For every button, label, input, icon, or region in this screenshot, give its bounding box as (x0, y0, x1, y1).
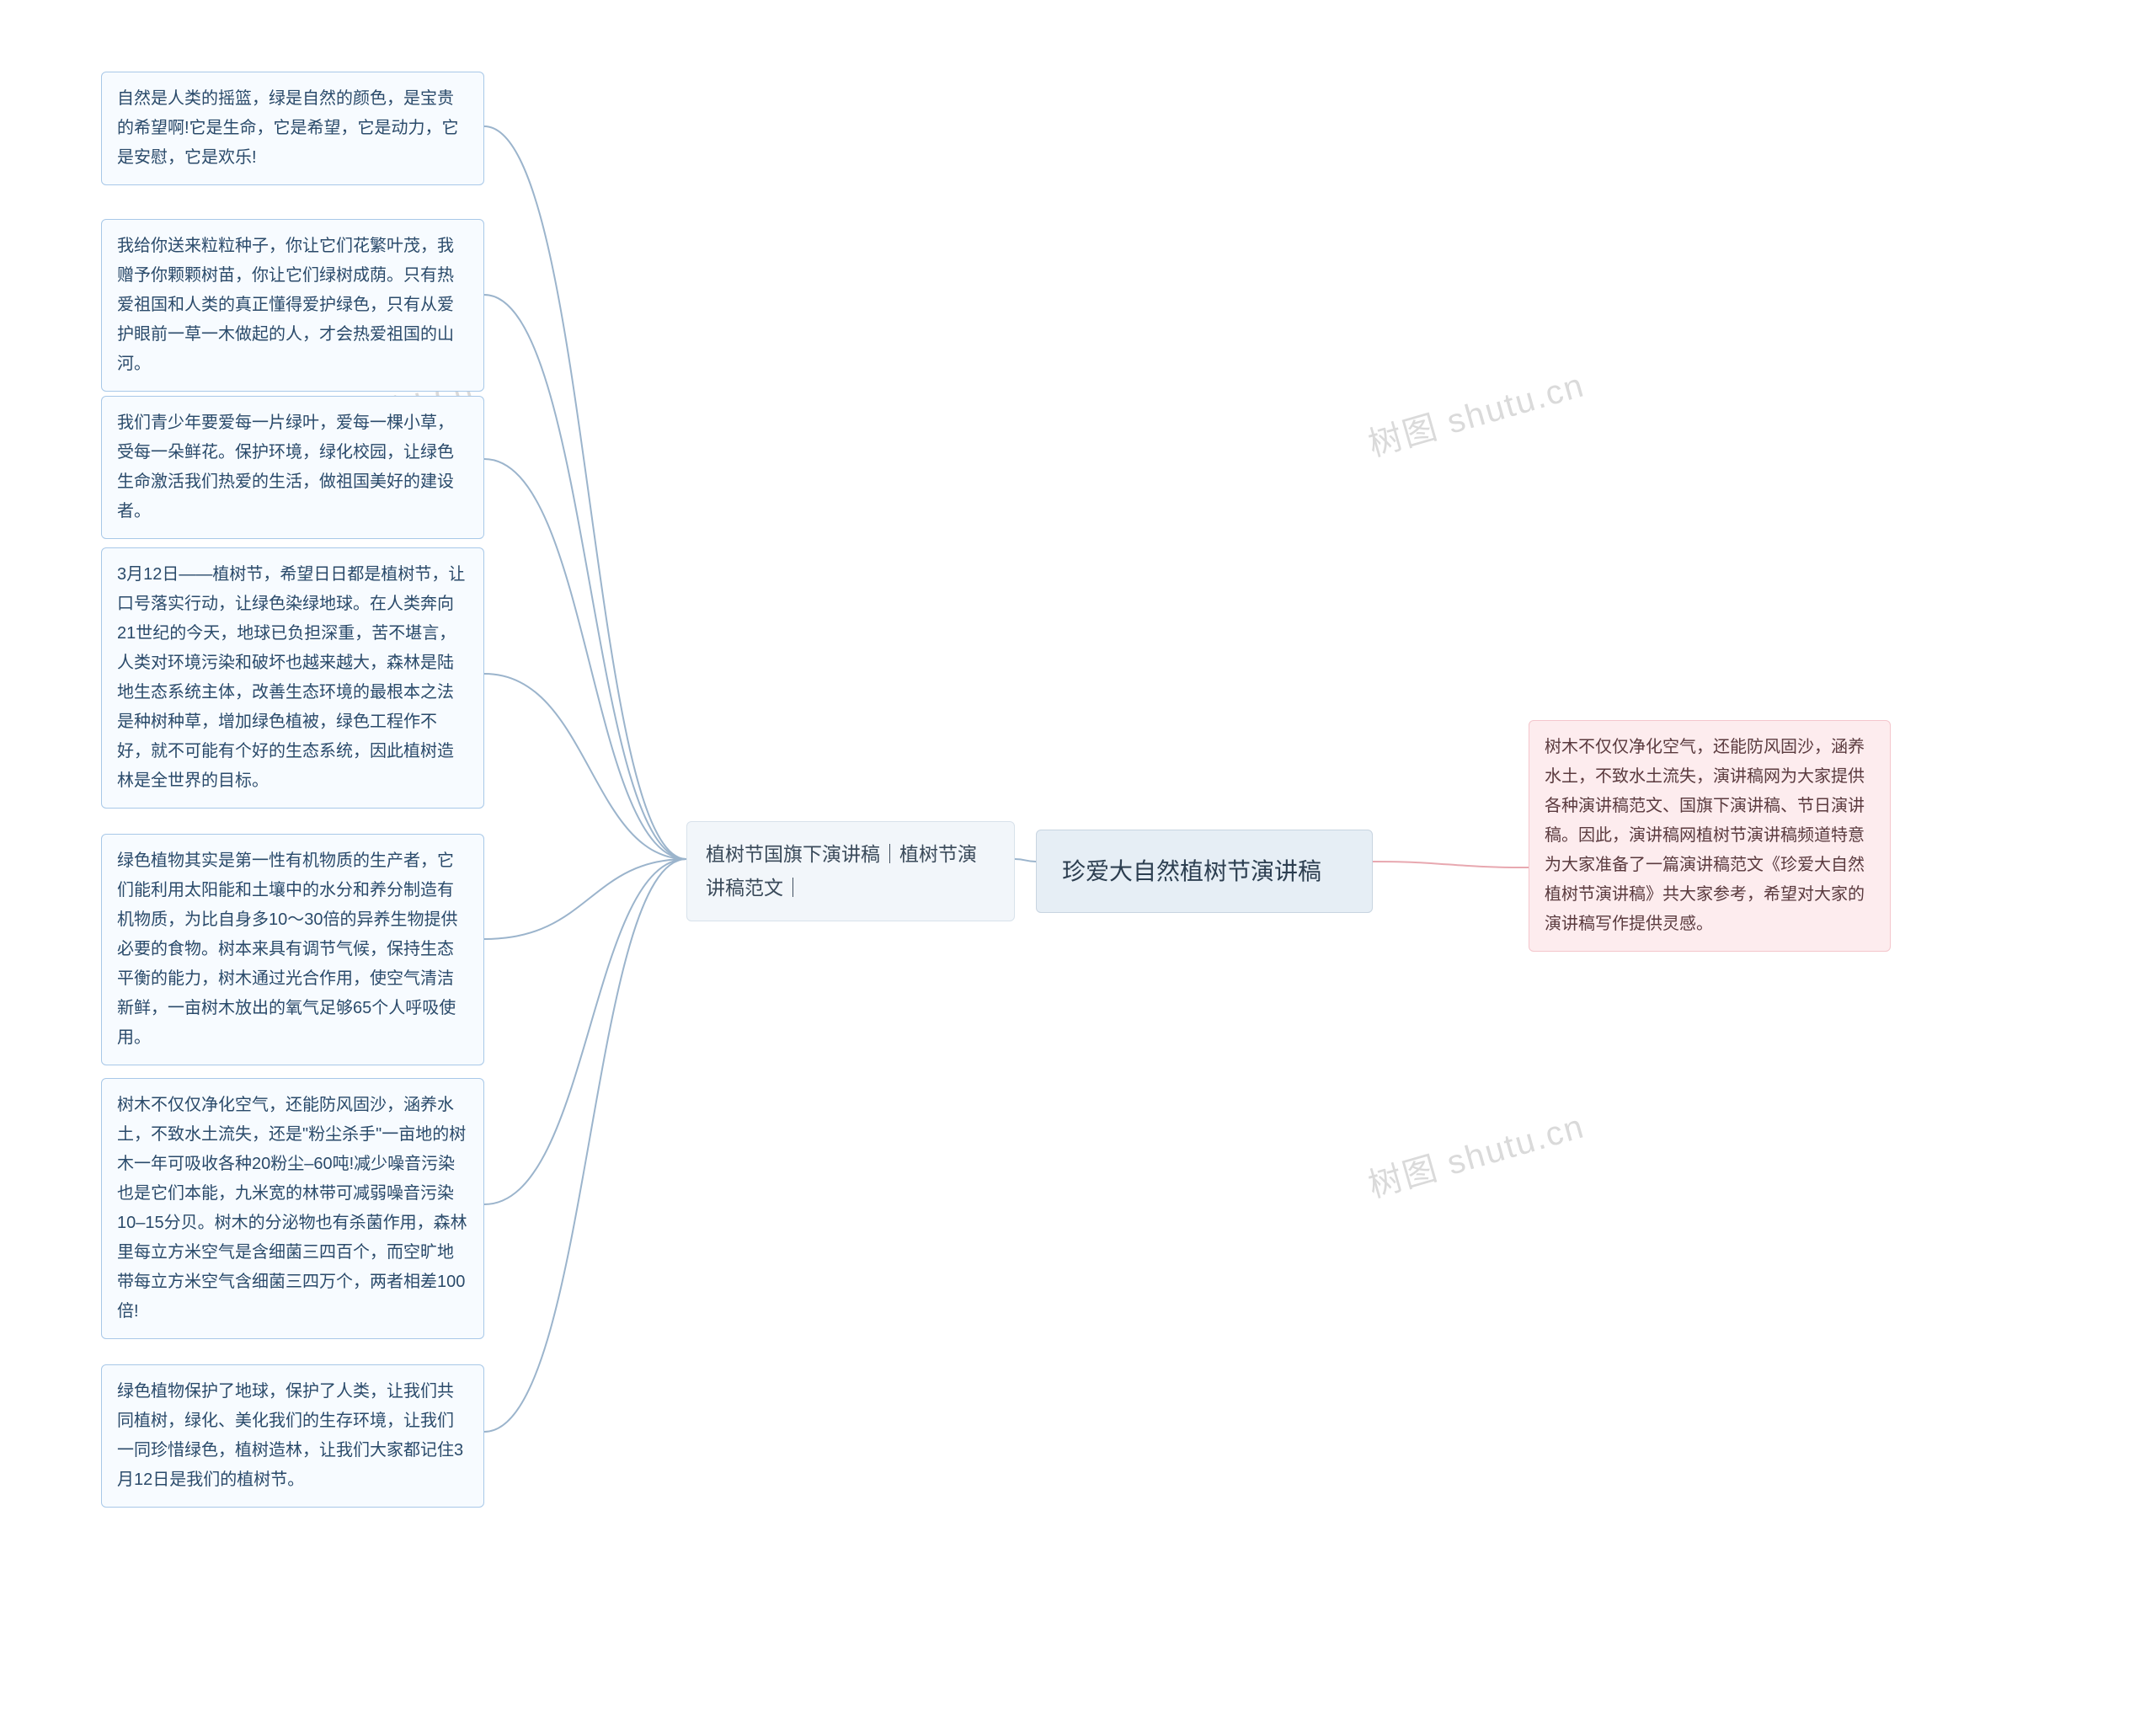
leaf-text: 我给你送来粒粒种子，你让它们花繁叶茂，我赠予你颗颗树苗，你让它们绿树成荫。只有热… (117, 237, 454, 373)
watermark: 树图 shutu.cn (1362, 358, 1589, 467)
leaf-node: 绿色植物其实是第一性有机物质的生产者，它们能利用太阳能和土壤中的水分和养分制造有… (101, 834, 484, 1065)
leaf-text: 3月12日——植树节，希望日日都是植树节，让口号落实行动，让绿色染绿地球。在人类… (117, 565, 465, 790)
branch-right-text: 树木不仅仅净化空气，还能防风固沙，涵养水土，不致水土流失，演讲稿网为大家提供各种… (1545, 738, 1865, 933)
leaf-node: 自然是人类的摇篮，绿是自然的颜色，是宝贵的希望啊!它是生命，它是希望，它是动力，… (101, 72, 484, 185)
leaf-node: 3月12日——植树节，希望日日都是植树节，让口号落实行动，让绿色染绿地球。在人类… (101, 547, 484, 809)
center-node: 珍爱大自然植树节演讲稿 (1036, 830, 1373, 913)
center-label: 珍爱大自然植树节演讲稿 (1062, 858, 1321, 884)
branch-right: 树木不仅仅净化空气，还能防风固沙，涵养水土，不致水土流失，演讲稿网为大家提供各种… (1529, 720, 1891, 952)
branch-left: 植树节国旗下演讲稿｜植树节演讲稿范文｜ (686, 821, 1015, 921)
leaf-node: 绿色植物保护了地球，保护了人类，让我们共同植树，绿化、美化我们的生存环境，让我们… (101, 1364, 484, 1508)
leaf-text: 绿色植物保护了地球，保护了人类，让我们共同植树，绿化、美化我们的生存环境，让我们… (117, 1382, 463, 1489)
watermark: 树图 shutu.cn (1362, 1099, 1589, 1208)
leaf-node: 我们青少年要爱每一片绿叶，爱每一棵小草，受每一朵鲜花。保护环境，绿化校园，让绿色… (101, 396, 484, 539)
leaf-text: 绿色植物其实是第一性有机物质的生产者，它们能利用太阳能和土壤中的水分和养分制造有… (117, 851, 458, 1047)
leaf-text: 我们青少年要爱每一片绿叶，爱每一棵小草，受每一朵鲜花。保护环境，绿化校园，让绿色… (117, 414, 454, 520)
branch-left-label: 植树节国旗下演讲稿｜植树节演讲稿范文｜ (706, 843, 977, 899)
leaf-text: 自然是人类的摇篮，绿是自然的颜色，是宝贵的希望啊!它是生命，它是希望，它是动力，… (117, 89, 459, 167)
leaf-node: 树木不仅仅净化空气，还能防风固沙，涵养水土，不致水土流失，还是"粉尘杀手"一亩地… (101, 1078, 484, 1339)
leaf-text: 树木不仅仅净化空气，还能防风固沙，涵养水土，不致水土流失，还是"粉尘杀手"一亩地… (117, 1096, 467, 1321)
leaf-node: 我给你送来粒粒种子，你让它们花繁叶茂，我赠予你颗颗树苗，你让它们绿树成荫。只有热… (101, 219, 484, 392)
